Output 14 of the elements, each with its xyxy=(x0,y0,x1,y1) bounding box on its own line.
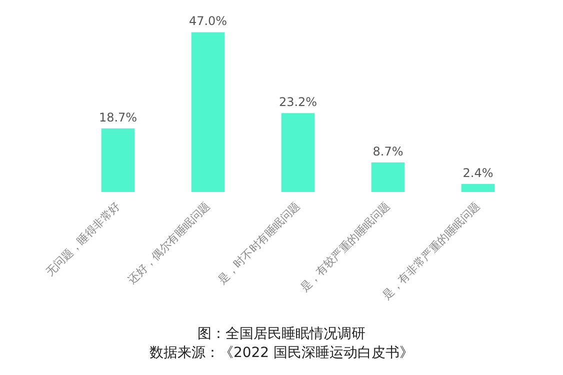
bar xyxy=(371,162,405,192)
data-label: 8.7% xyxy=(372,144,404,158)
bar xyxy=(281,113,315,192)
data-label: 47.0% xyxy=(188,14,228,28)
data-label: 18.7% xyxy=(98,110,138,124)
text: 图：全国居民睡眠情况调研 xyxy=(198,326,366,342)
x-tick-label: 还好，偶尔有睡眠问题 xyxy=(126,199,213,286)
source-note: 数据来源：《2022 国民深睡运动白皮书》 xyxy=(149,345,414,361)
x-tick-label: 无问题，睡得非常好 xyxy=(43,199,123,279)
data-label: 23.2% xyxy=(278,95,318,110)
bar xyxy=(101,128,135,192)
bar xyxy=(461,184,495,192)
bar xyxy=(191,32,225,192)
data-label: 2.4% xyxy=(462,166,494,180)
